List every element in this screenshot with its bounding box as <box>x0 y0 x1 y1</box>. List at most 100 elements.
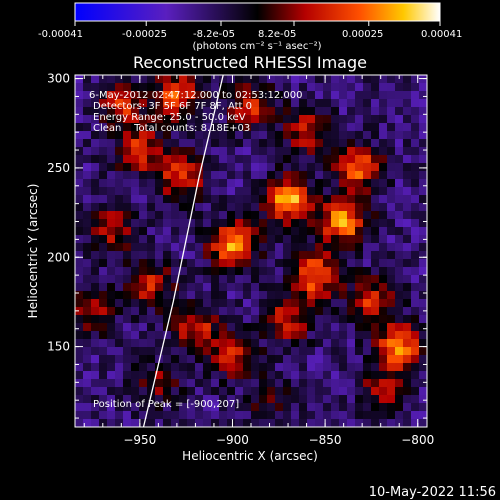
heatmap-cell <box>171 83 180 92</box>
heatmap-cell <box>171 219 180 228</box>
heatmap-cell <box>187 379 196 388</box>
heatmap-cell <box>99 83 108 92</box>
heatmap-cell <box>211 75 220 84</box>
heatmap-cell <box>195 347 204 356</box>
heatmap-cell <box>363 91 372 100</box>
heatmap-cell <box>371 163 380 172</box>
heatmap-cell <box>251 91 260 100</box>
heatmap-cell <box>187 267 196 276</box>
heatmap-cell <box>339 291 348 300</box>
heatmap-cell <box>347 411 356 420</box>
heatmap-cell <box>155 75 164 84</box>
heatmap-cell <box>227 347 236 356</box>
heatmap-cell <box>123 211 132 220</box>
heatmap-cell <box>171 171 180 180</box>
y-tick-label: 150 <box>47 340 70 354</box>
heatmap-cell <box>411 179 420 188</box>
heatmap-cell <box>395 371 404 380</box>
heatmap-cell <box>179 259 188 268</box>
heatmap-cell <box>211 259 220 268</box>
heatmap-cell <box>179 99 188 108</box>
heatmap-cell <box>251 347 260 356</box>
heatmap-cell <box>323 299 332 308</box>
heatmap-cell <box>283 115 292 124</box>
heatmap-cell <box>163 179 172 188</box>
annotation-energy-range: Energy Range: 25.0 - 50.0 keV <box>93 112 246 123</box>
heatmap-cell <box>283 187 292 196</box>
heatmap-cell <box>187 155 196 164</box>
heatmap-cell <box>299 243 308 252</box>
heatmap-cell <box>315 419 324 427</box>
heatmap-cell <box>371 363 380 372</box>
heatmap-cell <box>323 211 332 220</box>
heatmap-cell <box>219 251 228 260</box>
heatmap-cell <box>243 203 252 212</box>
heatmap-cell <box>163 123 172 132</box>
heatmap-cell <box>243 179 252 188</box>
heatmap-cell <box>259 363 268 372</box>
heatmap-cell <box>291 195 300 204</box>
heatmap-cell <box>275 307 284 316</box>
heatmap-cell <box>307 379 316 388</box>
heatmap-cell <box>419 195 427 204</box>
heatmap-cell <box>195 363 204 372</box>
heatmap-cell <box>339 363 348 372</box>
heatmap-cell <box>291 203 300 212</box>
heatmap-cell <box>251 259 260 268</box>
heatmap-cell <box>91 411 100 420</box>
heatmap-cell <box>355 91 364 100</box>
heatmap-cell <box>243 211 252 220</box>
heatmap-cell <box>171 195 180 204</box>
heatmap-cell <box>259 91 268 100</box>
heatmap-cell <box>387 323 396 332</box>
heatmap-cell <box>371 355 380 364</box>
heatmap-cell <box>267 395 276 404</box>
heatmap-cell <box>275 179 284 188</box>
heatmap-cell <box>187 259 196 268</box>
heatmap-cell <box>299 91 308 100</box>
heatmap-cell <box>283 147 292 156</box>
heatmap-cell <box>299 107 308 116</box>
heatmap-cell <box>195 227 204 236</box>
heatmap-cell <box>275 363 284 372</box>
heatmap-cell <box>315 331 324 340</box>
heatmap-cell <box>403 371 412 380</box>
heatmap-cell <box>163 275 172 284</box>
heatmap-cell <box>171 403 180 412</box>
heatmap-cell <box>267 115 276 124</box>
heatmap-cell <box>315 99 324 108</box>
heatmap-cell <box>403 315 412 324</box>
heatmap-cell <box>419 411 427 420</box>
heatmap-cell <box>395 283 404 292</box>
heatmap-cell <box>203 195 212 204</box>
heatmap-cell <box>251 227 260 236</box>
heatmap-cell <box>203 403 212 412</box>
heatmap-cell <box>139 315 148 324</box>
heatmap-cell <box>211 195 220 204</box>
heatmap-cell <box>171 147 180 156</box>
heatmap-cell <box>403 251 412 260</box>
heatmap-cell <box>235 83 244 92</box>
heatmap-cell <box>123 379 132 388</box>
heatmap-cell <box>395 339 404 348</box>
heatmap-cell <box>395 203 404 212</box>
heatmap-cell <box>211 299 220 308</box>
heatmap-cell <box>363 139 372 148</box>
heatmap-cell <box>259 139 268 148</box>
heatmap-cell <box>371 187 380 196</box>
heatmap-cell <box>363 251 372 260</box>
heatmap-cell <box>83 123 92 132</box>
heatmap-cell <box>115 227 124 236</box>
heatmap-cell <box>323 379 332 388</box>
heatmap-cell <box>219 211 228 220</box>
heatmap-cell <box>187 419 196 427</box>
heatmap-cell <box>299 395 308 404</box>
heatmap-cell <box>275 131 284 140</box>
heatmap-cell <box>411 371 420 380</box>
heatmap-cell <box>131 83 140 92</box>
heatmap-cell <box>379 107 388 116</box>
heatmap-cell <box>371 411 380 420</box>
heatmap-cell <box>339 235 348 244</box>
heatmap-cell <box>83 395 92 404</box>
heatmap-cell <box>91 251 100 260</box>
